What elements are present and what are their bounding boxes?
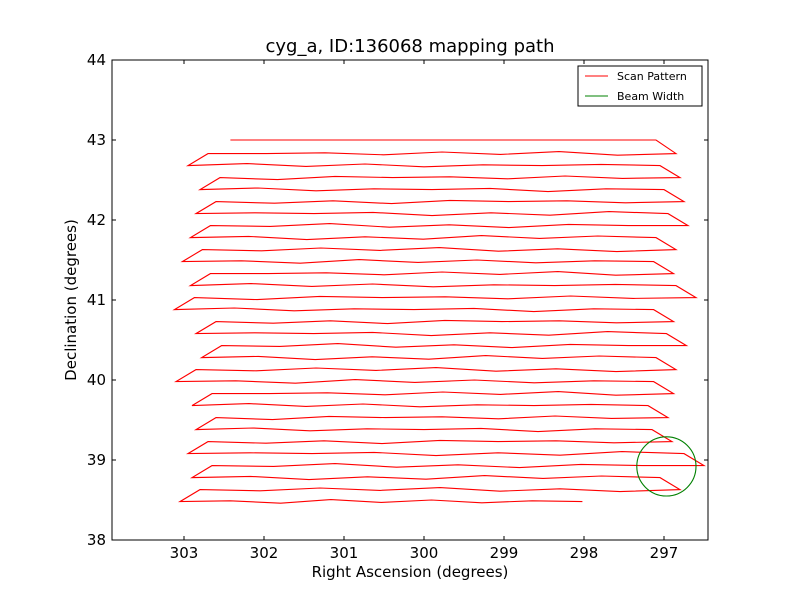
y-tick-label: 39 — [87, 451, 106, 469]
x-tick-label: 299 — [490, 544, 519, 562]
y-tick-label: 44 — [87, 51, 106, 69]
plot-area — [172, 139, 706, 504]
x-tick-label: 298 — [570, 544, 599, 562]
scan-pattern-line — [172, 139, 706, 504]
y-tick-label: 42 — [87, 211, 106, 229]
beam-width-circle — [636, 436, 697, 497]
y-tick-label: 41 — [87, 291, 106, 309]
y-tick-label: 40 — [87, 371, 106, 389]
legend-box — [577, 65, 703, 107]
legend: Scan Pattern Beam Width — [577, 65, 703, 107]
ticks: 303 302 301 300 299 298 297 38 39 40 41 42 43 44 — [87, 51, 708, 562]
y-tick-label: 43 — [87, 131, 106, 149]
x-tick-label: 301 — [330, 544, 359, 562]
x-tick-label: 303 — [170, 544, 199, 562]
x-tick-label: 297 — [650, 544, 679, 562]
y-axis-label: Declination (degrees) — [62, 219, 80, 381]
x-axis-label: Right Ascension (degrees) — [312, 563, 509, 581]
x-tick-label: 300 — [410, 544, 439, 562]
y-tick-label: 38 — [87, 531, 106, 549]
x-tick-label: 302 — [250, 544, 279, 562]
legend-label-scan-pattern: Scan Pattern — [617, 70, 687, 83]
legend-label-beam-width: Beam Width — [617, 90, 684, 103]
chart-title: cyg_a, ID:136068 mapping path — [265, 36, 554, 57]
